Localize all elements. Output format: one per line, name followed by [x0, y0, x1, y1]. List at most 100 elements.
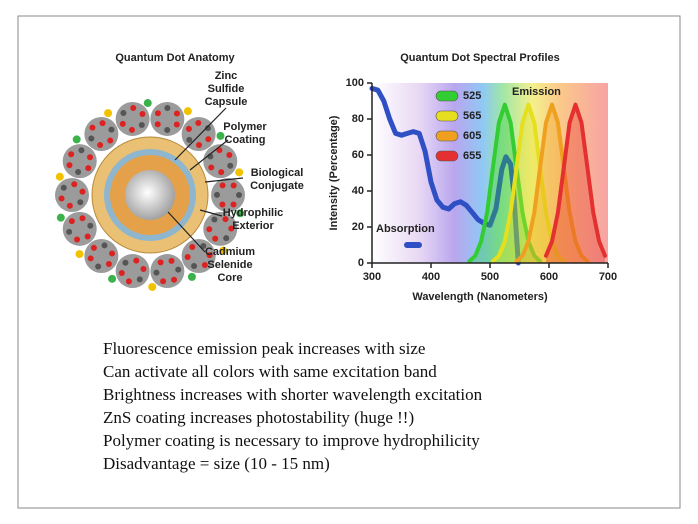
ligand-atom: [226, 151, 233, 158]
conjugate: [108, 274, 117, 283]
ligand-atom: [75, 169, 82, 176]
x-tick-label: 400: [422, 271, 440, 283]
ligand-atom: [90, 244, 97, 251]
ligand-atom: [206, 252, 213, 259]
ligand-atom: [79, 215, 86, 222]
legend-label: 655: [463, 150, 481, 162]
ligand-atom: [153, 269, 160, 276]
x-tick-label: 300: [363, 271, 381, 283]
ligand-atom: [218, 169, 225, 176]
annotation: Emission: [512, 86, 561, 98]
ligand-atom: [122, 259, 129, 266]
ligand-atom: [87, 255, 94, 262]
bullet: Fluorescence emission peak increases wit…: [103, 339, 426, 358]
ligand-shell: [55, 99, 245, 291]
legend-swatch: [435, 90, 459, 102]
ligand-atom: [58, 195, 65, 202]
conjugate: [235, 168, 244, 177]
ligand-atom: [223, 235, 230, 242]
ligand-atom: [157, 259, 164, 266]
emission-fill: [492, 104, 564, 263]
ligand-atom: [204, 125, 211, 132]
y-axis-label: Intensity (Percentage): [328, 115, 340, 230]
legend-label: 605: [463, 130, 481, 142]
bullet: Polymer coating is necessary to improve …: [103, 431, 480, 450]
ligand-atom: [66, 228, 73, 235]
ligand-atom: [222, 216, 229, 223]
ligand-atom: [228, 225, 235, 232]
emission-fill: [469, 104, 541, 263]
diagram-label: Polymer: [223, 121, 267, 133]
ligand-atom: [173, 110, 180, 117]
ligand-atom: [211, 216, 218, 223]
ligand-atom: [184, 253, 191, 260]
bullet: Brightness increases with shorter wavele…: [103, 385, 483, 404]
legend-swatch: [435, 150, 459, 162]
ligand-atom: [227, 162, 234, 169]
ligand-atom: [230, 182, 237, 189]
legend-label: 525: [463, 90, 481, 102]
ligand-atom: [138, 122, 145, 129]
emission-fill: [516, 104, 588, 263]
ligand-atom: [206, 226, 213, 233]
ligand-atom: [186, 136, 193, 143]
diagram-label: Conjugate: [250, 180, 304, 192]
diagram-label: Exterior: [232, 220, 274, 232]
ligand-atom: [185, 125, 192, 132]
series-line: [369, 85, 521, 266]
ligand-atom: [79, 188, 86, 195]
plot-background: [372, 83, 608, 263]
bullet-list: Fluorescence emission peak increases wit…: [103, 337, 482, 475]
y-tick-label: 20: [352, 221, 364, 233]
bullet: ZnS coating increases photostability (hu…: [103, 408, 415, 427]
ligand-atom: [77, 199, 84, 206]
ligand-atom: [191, 262, 198, 269]
core: [125, 170, 175, 220]
ligand-atom: [68, 218, 75, 225]
legend-swatch: [435, 110, 459, 122]
y-tick-label: 80: [352, 113, 364, 125]
conjugate: [55, 172, 64, 181]
ligand-atom: [164, 126, 171, 133]
ligand-atom: [214, 191, 221, 198]
ligand-atom: [173, 121, 180, 128]
ligand-cluster: [211, 178, 245, 212]
ligand-atom: [208, 164, 215, 171]
ligand-atom: [109, 250, 116, 257]
series-line: [514, 102, 590, 264]
diagram-label: Selenide: [207, 259, 252, 271]
ligand-atom: [219, 182, 226, 189]
ligand-atom: [95, 263, 102, 270]
ligand-atom: [119, 120, 126, 127]
ligand-atom: [68, 151, 75, 158]
ligand-atom: [140, 266, 147, 273]
diagram-label: Capsule: [205, 96, 248, 108]
legend-label: Absorption: [376, 223, 435, 235]
ligand-atom: [139, 111, 146, 118]
ligand-atom: [101, 242, 108, 249]
ligand-atom: [136, 276, 143, 283]
y-tick-label: 60: [352, 149, 364, 161]
ligand-atom: [195, 120, 202, 127]
y-tick-label: 40: [352, 185, 364, 197]
ligand-atom: [97, 141, 104, 148]
legend-swatch: [435, 130, 459, 142]
conjugate: [183, 107, 192, 116]
ligand-atom: [85, 165, 92, 172]
ligand-atom: [107, 137, 114, 144]
conjugate: [219, 246, 228, 255]
ligand-atom: [133, 257, 140, 264]
ligand-atom: [66, 162, 73, 169]
legend-label: 565: [463, 110, 481, 122]
bullet: Disadvantage = size (10 - 15 nm): [103, 454, 330, 473]
chart-title: Quantum Dot Spectral Profiles: [400, 52, 560, 64]
x-tick-label: 700: [599, 271, 617, 283]
ligand-atom: [89, 124, 96, 131]
ligand-atom: [171, 276, 178, 283]
ligand-atom: [212, 235, 219, 242]
ligand-atom: [66, 202, 73, 209]
conjugate: [75, 250, 84, 259]
ligand-atom: [230, 201, 237, 208]
